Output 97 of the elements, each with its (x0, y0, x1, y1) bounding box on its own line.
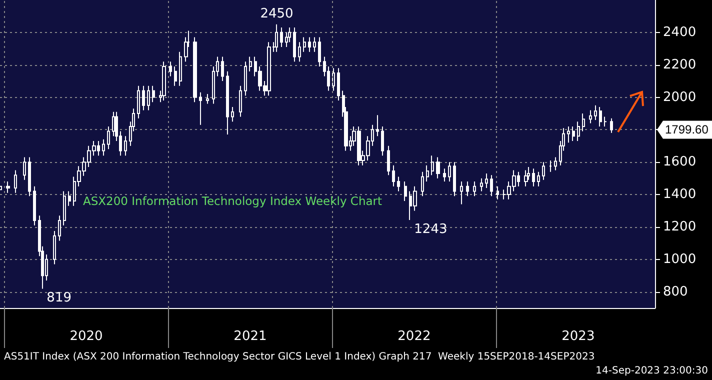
candlestick (206, 94, 209, 104)
candlestick (577, 121, 580, 142)
candlestick (58, 215, 61, 242)
candlestick (193, 36, 197, 103)
candlestick (169, 61, 172, 77)
y-tick-label: 1400 (663, 187, 696, 202)
candlestick (280, 27, 283, 48)
candlestick (332, 68, 335, 92)
candlestick (485, 172, 488, 189)
candlestick (480, 178, 483, 192)
candlestick (303, 36, 306, 52)
candlestick (490, 174, 493, 197)
candlestick (496, 186, 499, 200)
candlestick (542, 162, 545, 180)
candlestick (6, 181, 10, 194)
candlestick (404, 181, 407, 202)
candlestick (572, 126, 575, 142)
candlestick (473, 181, 476, 197)
candlestick (532, 168, 535, 187)
annotation: 1243 (414, 222, 448, 237)
y-tick-label: 1200 (663, 219, 696, 234)
y-tick-label: 1000 (663, 252, 696, 267)
candlestick (112, 111, 115, 137)
candlestick (68, 190, 71, 206)
text: 1799.60 (665, 122, 709, 137)
annotation: 819 (46, 290, 72, 306)
candlestick (524, 170, 528, 187)
candlestick (537, 171, 540, 187)
text: 14-Sep-2023 23:00:30 (596, 366, 708, 376)
candlestick (179, 51, 182, 86)
candlestick (594, 104, 597, 120)
candlestick (293, 27, 296, 62)
candlestick (285, 32, 288, 48)
candlestick (162, 61, 166, 102)
candlestick (298, 42, 301, 62)
candlestick (53, 230, 56, 265)
text: ASX200 Information Technology Index Weekly Chart (83, 194, 383, 208)
y-tick-label: 2400 (663, 24, 696, 40)
candlestick (147, 85, 150, 111)
candlestick (554, 156, 557, 171)
x-tick-label: 2020 (70, 329, 103, 344)
candlestick (397, 176, 400, 192)
candlestick (23, 156, 26, 180)
candlestick (221, 56, 224, 82)
candlestick (610, 118, 613, 134)
candlestick (249, 56, 252, 72)
candlestick (337, 68, 340, 102)
candlestick (549, 160, 552, 172)
candlestick (431, 155, 434, 176)
candlestick (376, 114, 379, 137)
candlestick (318, 36, 321, 67)
x-tick-label: 2021 (234, 329, 267, 344)
y-tick-label: 2000 (663, 90, 696, 105)
candlestick (199, 92, 202, 126)
candlestick (28, 156, 31, 197)
candlestick (381, 126, 384, 156)
candlestick (14, 170, 17, 194)
candlestick (460, 181, 463, 205)
candlestick (448, 162, 451, 182)
candlestick (107, 126, 110, 150)
candlestick (142, 85, 145, 111)
candlestick (436, 156, 440, 179)
candlestick (567, 126, 570, 144)
candlestick (392, 164, 395, 187)
candlestick (288, 27, 291, 43)
candlestick (174, 66, 177, 86)
x-tick-label: 2023 (562, 329, 595, 344)
x-tick-label: 2022 (398, 329, 431, 344)
candlestick (308, 36, 311, 52)
candlestick (33, 186, 36, 226)
candlestick (124, 136, 127, 156)
candlestick (152, 85, 155, 103)
candlestick (137, 85, 140, 119)
candlestick (239, 85, 242, 118)
candlestick (275, 24, 278, 52)
candlestick (604, 116, 607, 127)
candlestick (244, 61, 247, 96)
y-tick-label: 1600 (663, 154, 696, 170)
candlestick (443, 168, 446, 182)
y-tick-label: 2200 (663, 57, 696, 72)
candlestick (466, 181, 469, 197)
y-tick-label: 800 (663, 284, 688, 300)
candlestick (226, 70, 229, 136)
candlestick (387, 145, 390, 176)
candlestick (63, 190, 66, 226)
candlestick (267, 42, 271, 96)
candlestick (313, 36, 316, 52)
annotation: 2450 (260, 6, 294, 22)
candlestick (102, 138, 105, 156)
candlestick (599, 106, 602, 127)
candlestick (453, 162, 456, 197)
candlestick (426, 164, 429, 182)
candlestick (589, 110, 592, 124)
candlestick (582, 112, 585, 132)
candlestick (421, 171, 424, 197)
candlestick (231, 106, 234, 122)
text: AS51IT Index (ASX 200 Information Technology Sector GICS Level 1 Index) Graph 217 Weekly 15SEP2018-14SEP2023 (4, 352, 595, 362)
